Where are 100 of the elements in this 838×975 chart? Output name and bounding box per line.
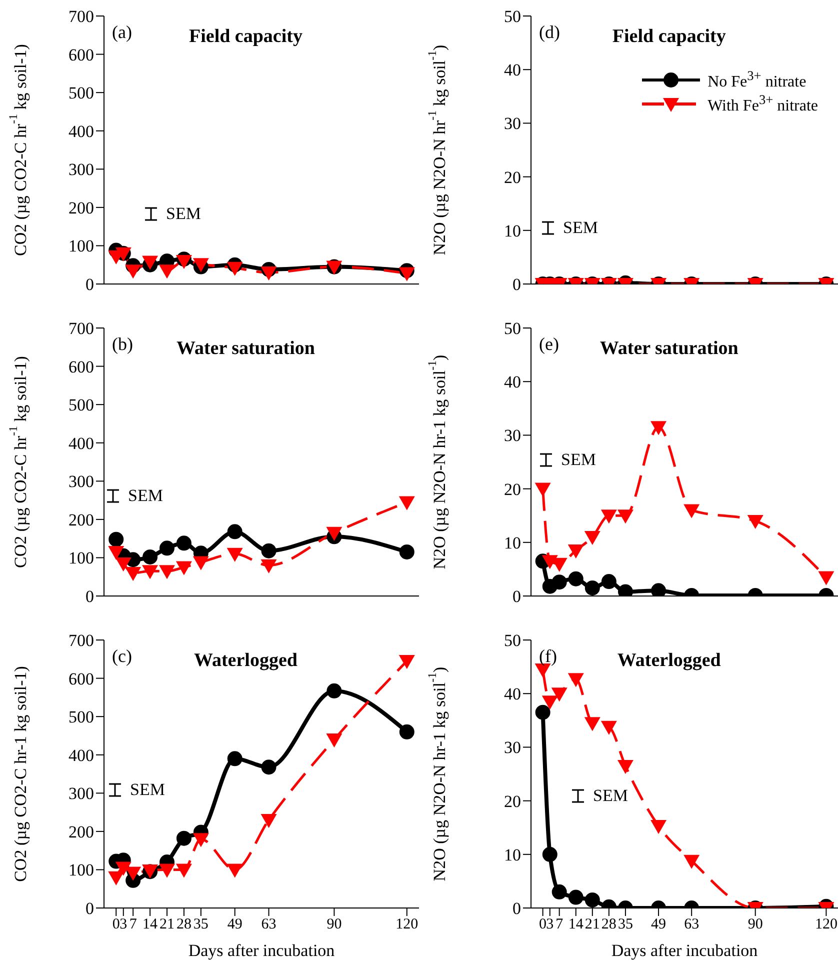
y-tick-label: 50 — [504, 7, 521, 26]
y-tick-label: 500 — [68, 396, 94, 415]
legend-label: No Fe$^{3+}$ nitrate — [708, 68, 806, 92]
y-tick-label: 700 — [68, 631, 94, 650]
y-tick-label: 600 — [68, 45, 94, 64]
y-tick-label: 50 — [504, 319, 521, 338]
y-axis-title: CO2 (µg CO2-C hr-1 kg soil-1) — [10, 666, 30, 882]
y-tick-label: 40 — [504, 372, 521, 392]
annotation: SEM — [563, 218, 598, 238]
point — [684, 504, 700, 518]
text: Field capacity — [189, 26, 302, 47]
y-tick-label: 10 — [504, 533, 521, 552]
x-tick-label: 7 — [556, 916, 564, 933]
x-tick-label: 0 — [112, 916, 120, 933]
x-tick-label: 90 — [748, 916, 763, 933]
annotation: SEM — [130, 780, 165, 800]
y-tick-label: 20 — [504, 480, 521, 499]
y-tick-label: 50 — [504, 631, 521, 650]
point — [176, 864, 192, 878]
x-tick-label: 21 — [584, 916, 600, 933]
y-tick-label: 100 — [68, 236, 94, 256]
y-tick-label: 0 — [512, 275, 521, 294]
x-tick-label: 35 — [618, 916, 633, 933]
y-tick-label: 200 — [68, 198, 94, 218]
y-tick-label: 600 — [68, 357, 94, 376]
point — [651, 583, 666, 596]
point — [398, 655, 415, 670]
annotation: (f) — [539, 646, 557, 667]
y-tick-label: 300 — [68, 784, 94, 804]
x-tick-label: 28 — [176, 916, 192, 933]
y-tick-label: 20 — [504, 792, 521, 811]
annotation: (e) — [539, 334, 559, 355]
x-tick-label: 63 — [684, 916, 700, 933]
point — [326, 734, 342, 748]
x-tick-label: 3 — [120, 916, 128, 933]
point — [159, 864, 175, 878]
point — [115, 862, 132, 876]
y-tick-label: 0 — [512, 587, 521, 606]
annotation: SEM — [166, 204, 201, 224]
y-tick-label: 100 — [68, 860, 94, 880]
point — [568, 571, 584, 586]
point — [818, 571, 834, 586]
annotation: (b) — [112, 334, 133, 355]
y-tick-label: 40 — [504, 684, 521, 704]
x-tick-label: 63 — [261, 916, 276, 933]
point — [534, 482, 551, 497]
point — [601, 574, 616, 590]
y-tick-label: 400 — [68, 434, 94, 453]
x-tick-label: 120 — [396, 916, 418, 933]
y-tick-label: 10 — [504, 221, 521, 240]
annotation: SEM — [561, 450, 596, 470]
point — [261, 760, 276, 775]
point — [326, 683, 342, 698]
point — [551, 688, 568, 702]
x-tick-label: 28 — [601, 916, 616, 933]
point — [600, 510, 617, 524]
y-tick-label: 0 — [512, 899, 521, 918]
point — [227, 751, 242, 766]
text: Field capacity — [612, 26, 726, 47]
text: Water saturation — [600, 338, 738, 359]
y-tick-label: 500 — [68, 84, 94, 103]
point — [535, 704, 550, 720]
point — [617, 760, 634, 774]
y-tick-label: 400 — [68, 122, 94, 141]
point — [260, 814, 277, 828]
x-tick-label: 49 — [651, 916, 666, 933]
text: Waterlogged — [194, 650, 298, 671]
x-tick-label: 90 — [326, 916, 342, 933]
x-tick-label: 7 — [129, 916, 138, 933]
x-tick-label: 14 — [568, 916, 584, 933]
point — [192, 833, 209, 848]
y-tick-label: 300 — [68, 472, 94, 492]
point — [584, 531, 600, 546]
y-tick-label: 20 — [504, 168, 521, 187]
x-tick-label: 120 — [814, 916, 838, 933]
point — [568, 544, 584, 558]
x-tick-label: 0 — [539, 916, 547, 933]
x-axis-title: Days after incubation — [611, 941, 758, 960]
y-tick-label: 600 — [68, 669, 94, 688]
annotation: (d) — [539, 22, 560, 43]
x-axis-title: Days after incubation — [188, 941, 336, 960]
y-tick-label: 30 — [504, 426, 521, 446]
y-tick-label: 10 — [504, 845, 521, 864]
point — [600, 720, 617, 735]
point — [226, 864, 243, 878]
point — [542, 555, 558, 570]
y-tick-label: 200 — [68, 510, 94, 530]
y-tick-label: 30 — [504, 114, 521, 134]
y-tick-label: 500 — [68, 708, 94, 727]
point — [584, 580, 600, 596]
legend-label: With Fe$^{3+}$ nitrate — [708, 92, 818, 116]
y-tick-label: 0 — [86, 587, 94, 606]
point — [584, 717, 600, 732]
annotation: (c) — [112, 646, 132, 667]
y-tick-label: 700 — [68, 7, 94, 26]
y-tick-label: 700 — [68, 319, 94, 338]
y-tick-label: 100 — [68, 548, 94, 568]
annotation: (a) — [112, 22, 132, 43]
y-tick-label: 30 — [504, 738, 521, 758]
y-tick-label: 0 — [86, 899, 94, 918]
